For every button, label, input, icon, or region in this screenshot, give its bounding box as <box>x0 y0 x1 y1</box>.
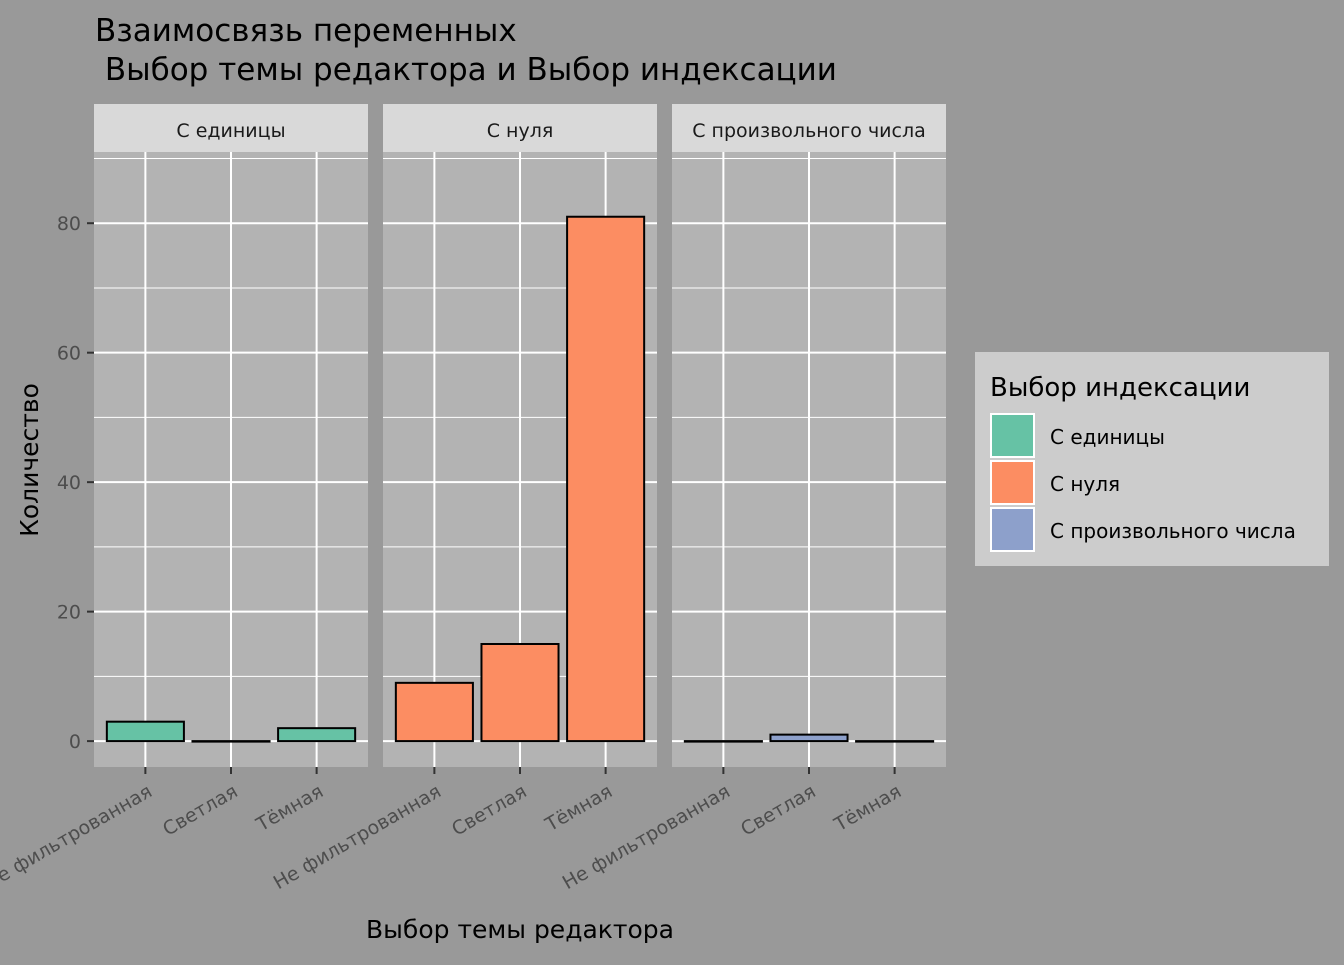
bar <box>394 681 474 743</box>
x-tick-label: Не фильтрованная <box>0 780 156 894</box>
legend-entry-label: С нуля <box>1050 472 1120 496</box>
y-axis-title: Количество <box>15 383 44 537</box>
chart-title-line1: Взаимосвязь переменных <box>95 13 517 49</box>
x-tick-label: Светлая <box>737 780 819 840</box>
bar <box>480 643 560 743</box>
bar <box>277 727 357 743</box>
facet-strip <box>94 104 368 152</box>
bar <box>769 733 849 743</box>
bar <box>855 740 935 743</box>
facet-strip-label: С единицы <box>176 120 285 142</box>
legend-key-swatch <box>992 415 1033 456</box>
legend-entry-label: С единицы <box>1050 425 1165 449</box>
y-tick-label: 0 <box>69 731 81 753</box>
x-axis-title: Выбор темы редактора <box>366 915 674 944</box>
chart-title-line2: Выбор темы редактора и Выбор индексации <box>95 52 837 88</box>
legend-key-swatch <box>992 509 1033 550</box>
bar <box>105 720 185 743</box>
facet-strip <box>383 104 657 152</box>
x-tick-label: Тёмная <box>252 780 327 836</box>
y-axis: 0 20 40 60 80 <box>57 213 94 753</box>
legend: Выбор индексации С единицы С нуля С произв… <box>975 352 1329 566</box>
legend-title: Выбор индексации <box>990 373 1250 403</box>
y-tick-label: 60 <box>57 343 81 365</box>
facet-strip <box>672 104 946 152</box>
legend-key-swatch <box>992 462 1033 503</box>
y-tick-label: 40 <box>57 472 81 494</box>
bar <box>191 740 271 743</box>
facet-panel: С единицы Не фильтрованная Светлая Тёмная <box>0 104 368 894</box>
y-tick-label: 20 <box>57 602 81 624</box>
legend-entry-label: С произвольного числа <box>1050 519 1296 543</box>
facet-strip-label: С произвольного числа <box>692 120 926 142</box>
x-tick-label: Светлая <box>159 780 241 840</box>
bar <box>566 215 646 743</box>
bar <box>683 740 763 743</box>
x-tick-label: Тёмная <box>830 780 905 836</box>
x-tick-label: Тёмная <box>541 780 616 836</box>
legend-keys: С единицы С нуля С произвольного числа <box>990 413 1296 552</box>
y-tick-label: 80 <box>57 213 81 235</box>
x-tick-label: Светлая <box>448 780 530 840</box>
facet-strip-label: С нуля <box>487 120 554 142</box>
